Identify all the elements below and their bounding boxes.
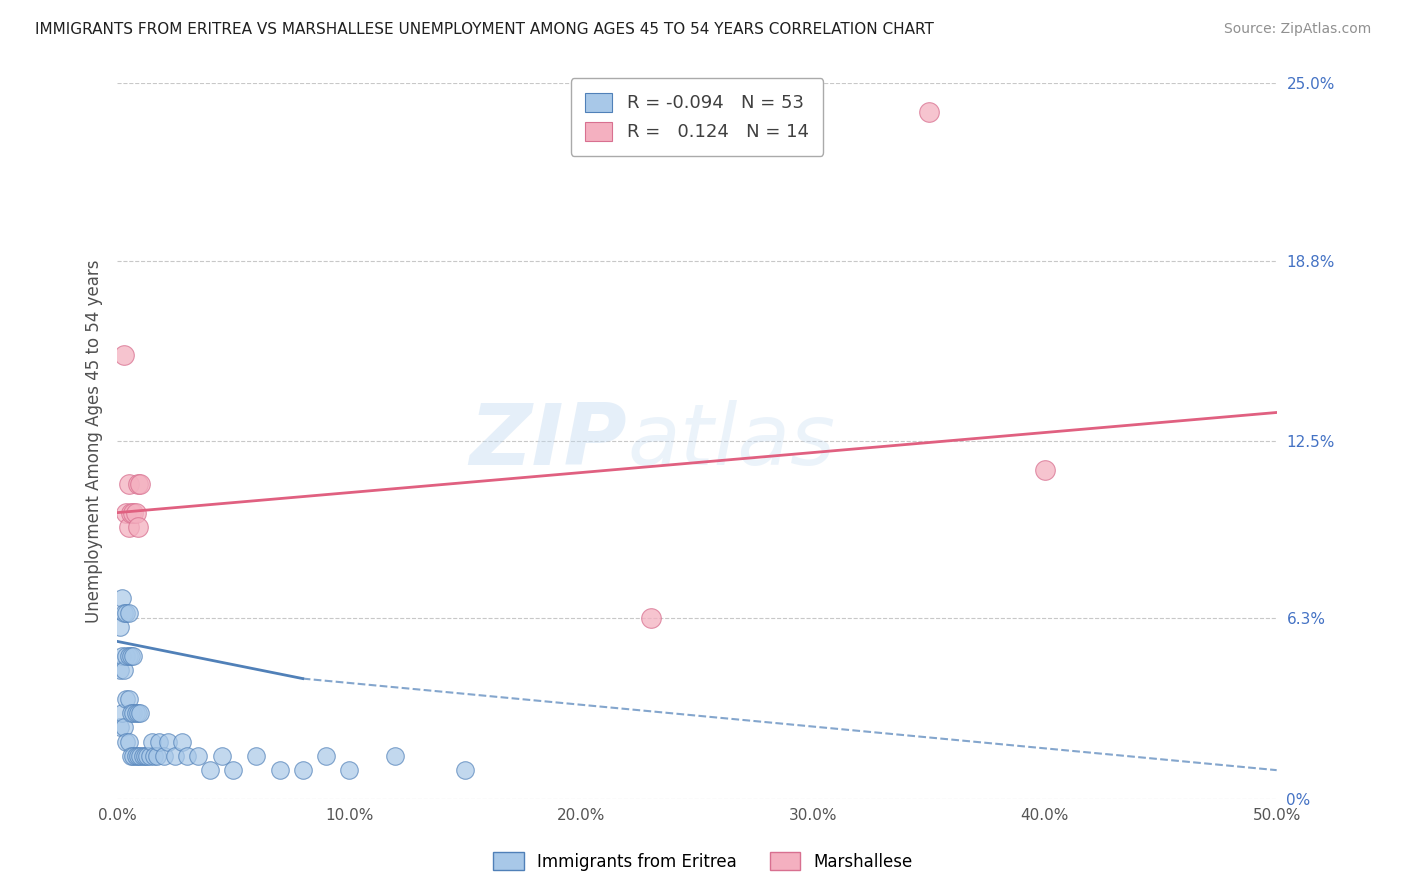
Point [245, 748, 267, 763]
Point [198, 763, 221, 777]
Point [112, 663, 135, 677]
Point [129, 706, 152, 720]
Point [1033, 463, 1056, 477]
Point [157, 734, 180, 748]
Point [211, 748, 233, 763]
Point [918, 105, 941, 120]
Point [165, 748, 187, 763]
Point [115, 648, 138, 663]
Point [118, 734, 141, 748]
Point [111, 591, 134, 606]
Point [172, 734, 194, 748]
Text: ZIP: ZIP [470, 400, 627, 483]
Point [118, 648, 141, 663]
Legend: R = -0.094   N = 53, R =   0.124   N = 14: R = -0.094 N = 53, R = 0.124 N = 14 [571, 78, 823, 156]
Point [127, 748, 149, 763]
Point [118, 606, 141, 620]
Point [291, 763, 314, 777]
Point [120, 648, 142, 663]
Point [454, 763, 477, 777]
Point [136, 748, 159, 763]
Point [112, 606, 135, 620]
Point [222, 763, 245, 777]
Point [125, 506, 148, 520]
Point [384, 748, 406, 763]
Point [118, 477, 141, 491]
Point [115, 506, 138, 520]
Point [125, 748, 148, 763]
Point [640, 611, 662, 625]
Point [129, 477, 152, 491]
Point [145, 748, 167, 763]
Point [112, 720, 135, 734]
Point [122, 648, 145, 663]
Point [118, 520, 141, 534]
Point [337, 763, 360, 777]
Point [131, 748, 153, 763]
Text: IMMIGRANTS FROM ERITREA VS MARSHALLESE UNEMPLOYMENT AMONG AGES 45 TO 54 YEARS CO: IMMIGRANTS FROM ERITREA VS MARSHALLESE U… [35, 22, 934, 37]
Point [115, 606, 138, 620]
Legend: Immigrants from Eritrea, Marshallese: Immigrants from Eritrea, Marshallese [485, 844, 921, 880]
Point [127, 706, 149, 720]
Point [120, 706, 142, 720]
Point [127, 477, 149, 491]
Point [108, 620, 131, 634]
Point [108, 720, 131, 734]
Point [127, 520, 149, 534]
Point [120, 506, 142, 520]
Point [108, 663, 131, 677]
Point [122, 506, 145, 520]
Point [143, 748, 166, 763]
Point [134, 748, 156, 763]
Point [141, 734, 163, 748]
Point [187, 748, 209, 763]
Point [120, 748, 142, 763]
Point [315, 748, 337, 763]
Point [176, 748, 198, 763]
Text: Source: ZipAtlas.com: Source: ZipAtlas.com [1223, 22, 1371, 37]
Y-axis label: Unemployment Among Ages 45 to 54 years: Unemployment Among Ages 45 to 54 years [86, 260, 103, 623]
Point [148, 734, 170, 748]
Text: atlas: atlas [627, 400, 835, 483]
Point [115, 691, 138, 706]
Point [111, 648, 134, 663]
Point [115, 734, 138, 748]
Point [111, 706, 134, 720]
Point [152, 748, 174, 763]
Point [129, 748, 152, 763]
Point [125, 706, 148, 720]
Point [122, 706, 145, 720]
Point [118, 691, 141, 706]
Point [138, 748, 160, 763]
Point [269, 763, 291, 777]
Point [112, 348, 135, 362]
Point [122, 748, 145, 763]
